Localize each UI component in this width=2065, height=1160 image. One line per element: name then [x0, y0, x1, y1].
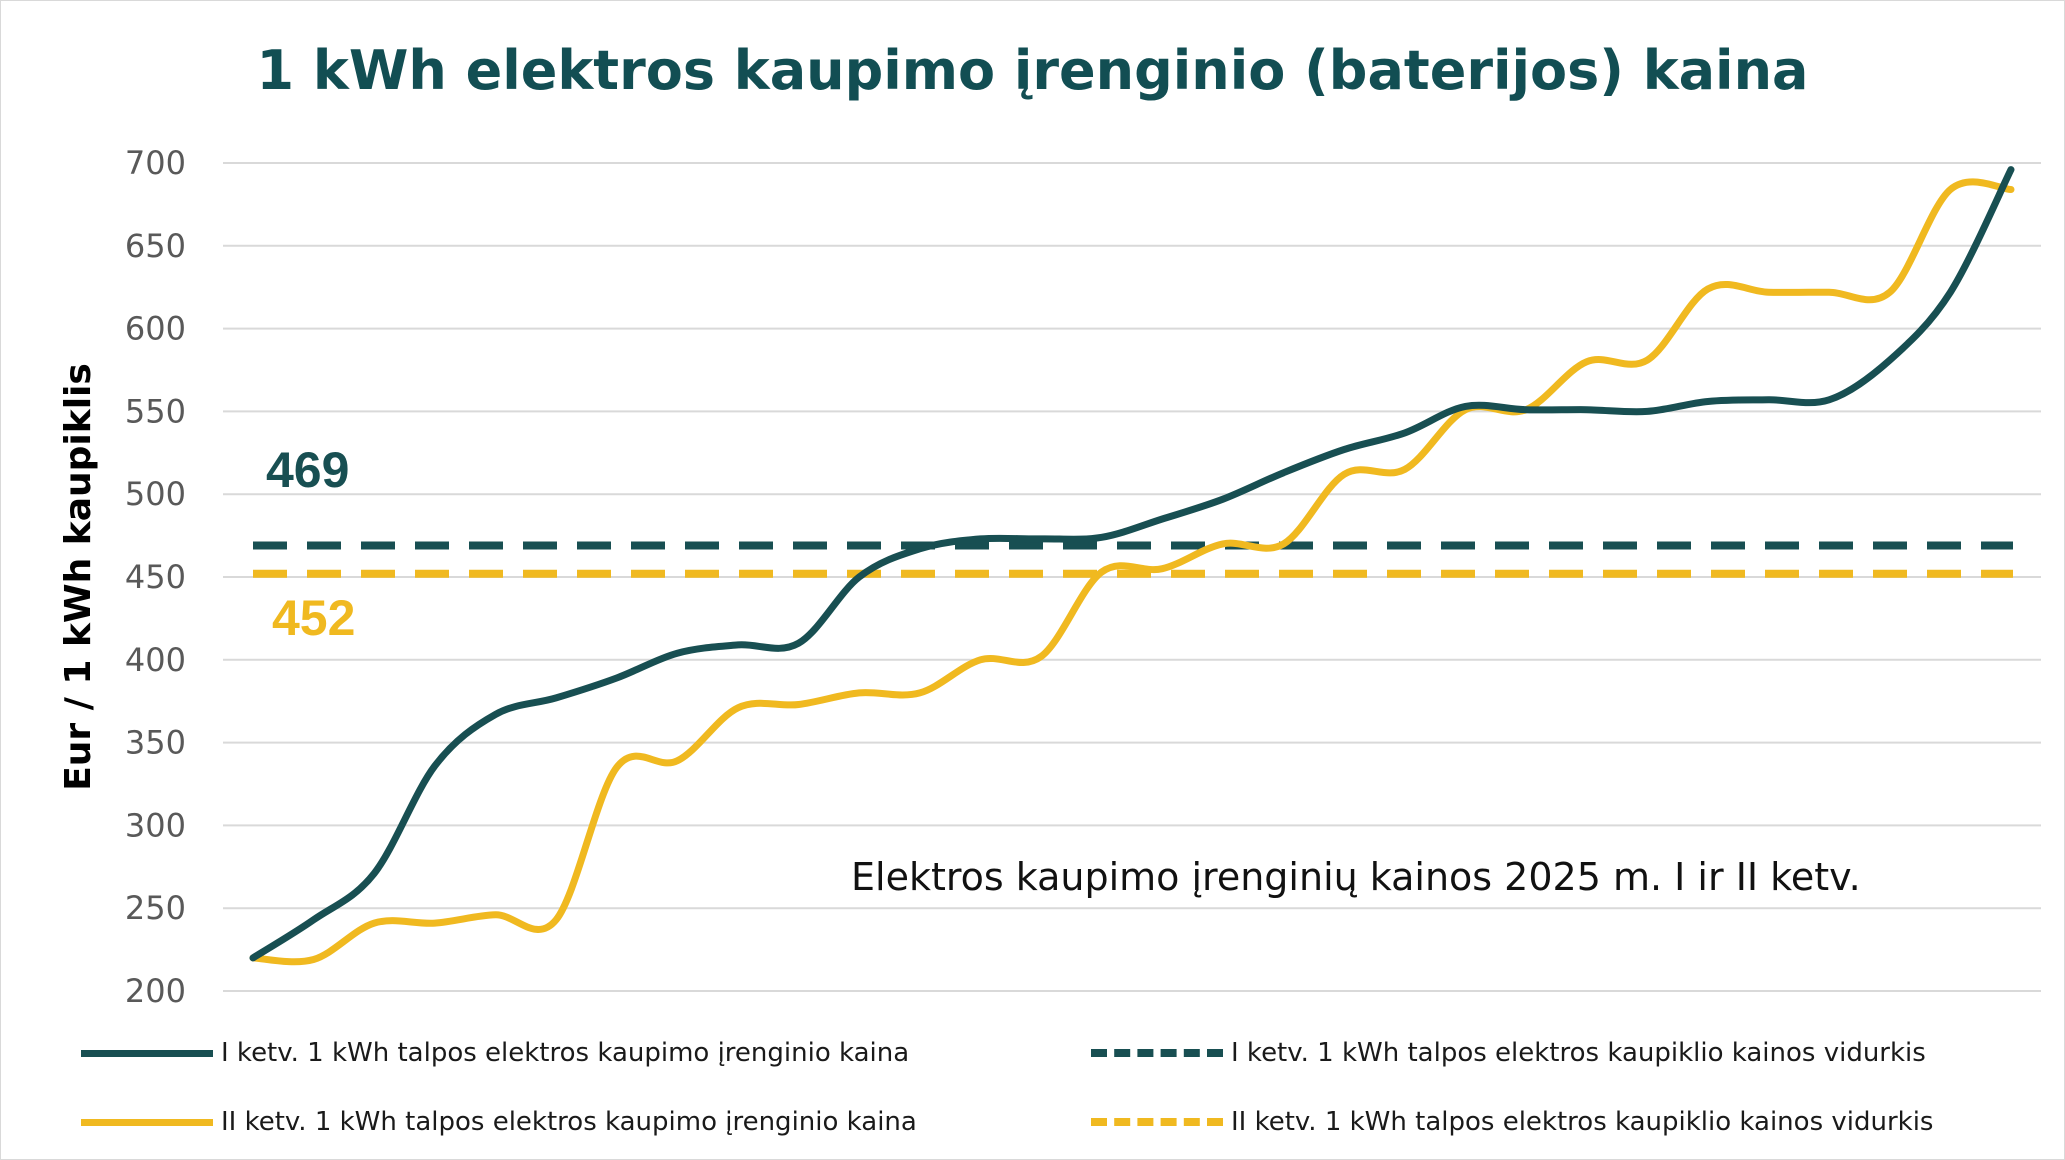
- chart-title: 1 kWh elektros kaupimo įrenginio (bateri…: [256, 39, 1809, 102]
- legend-label: I ketv. 1 kWh talpos elektros kaupimo įr…: [221, 1038, 910, 1068]
- average-label-1: 469: [266, 442, 349, 498]
- y-tick-label: 200: [125, 972, 186, 1010]
- y-tick-label: 300: [125, 806, 186, 844]
- y-tick-label: 250: [125, 889, 186, 927]
- legend-label: II ketv. 1 kWh talpos elektros kaupiklio…: [1231, 1107, 1934, 1137]
- y-tick-label: 700: [125, 144, 186, 182]
- average-label-2: 452: [272, 590, 355, 646]
- legend-label: II ketv. 1 kWh talpos elektros kaupimo į…: [221, 1107, 917, 1137]
- series-line-2: [249, 178, 2015, 966]
- legend-swatch-dashed-gold: [1091, 1118, 1223, 1126]
- legend-swatch-solid-gold: [81, 1118, 213, 1126]
- y-tick-label: 450: [125, 558, 186, 596]
- y-tick-label: 650: [125, 227, 186, 265]
- y-tick-label: 600: [125, 310, 186, 348]
- legend-item-4: II ketv. 1 kWh talpos elektros kaupiklio…: [1091, 1107, 1933, 1137]
- y-tick-label: 550: [125, 392, 186, 430]
- y-tick-label: 500: [125, 475, 186, 513]
- legend-item-1: I ketv. 1 kWh talpos elektros kaupimo įr…: [81, 1038, 909, 1068]
- y-tick-label: 400: [125, 641, 186, 679]
- legend-item-3: I ketv. 1 kWh talpos elektros kaupiklio …: [1091, 1038, 1926, 1068]
- series-line-1: [249, 166, 2015, 962]
- legend-swatch-dashed-teal: [1091, 1049, 1223, 1057]
- y-axis-label: Eur / 1 kWh kaupiklis: [58, 363, 99, 791]
- legend-item-2: II ketv. 1 kWh talpos elektros kaupimo į…: [81, 1107, 917, 1137]
- y-tick-label: 350: [125, 724, 186, 762]
- legend-label: I ketv. 1 kWh talpos elektros kaupiklio …: [1231, 1038, 1926, 1068]
- legend-swatch-solid-teal: [81, 1049, 213, 1057]
- chart-annotation: Elektros kaupimo įrenginių kainos 2025 m…: [851, 855, 1861, 899]
